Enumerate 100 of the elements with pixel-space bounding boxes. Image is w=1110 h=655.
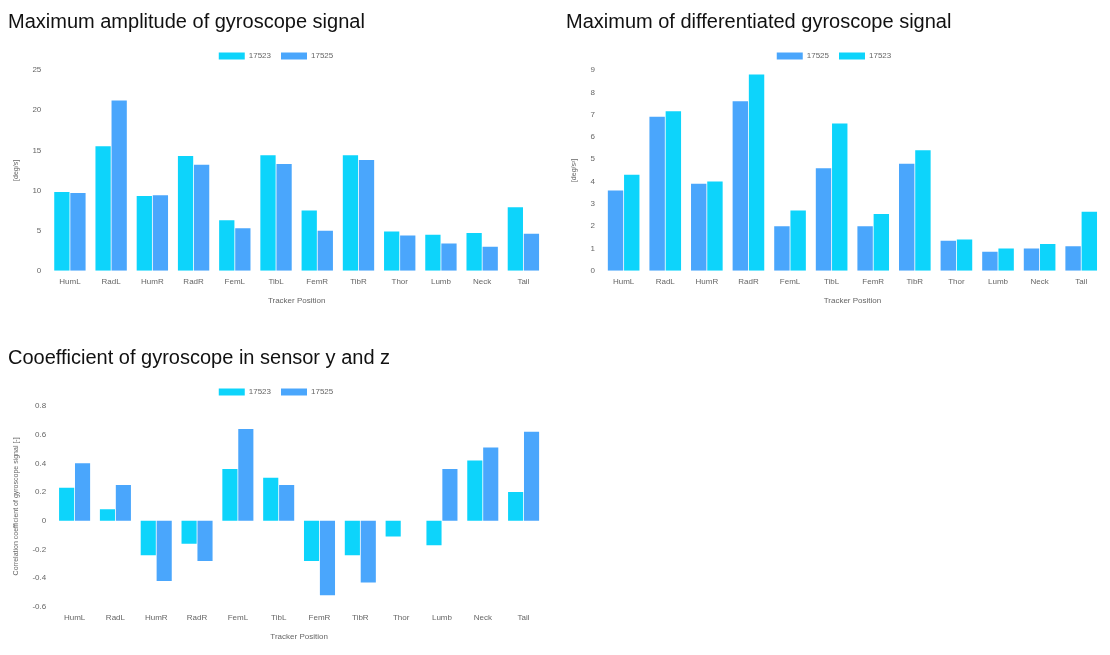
bar bbox=[344, 520, 360, 556]
y-tick-label: 15 bbox=[32, 145, 42, 155]
bar bbox=[482, 246, 498, 271]
bar bbox=[442, 469, 458, 521]
x-tick-label: HumR bbox=[144, 612, 168, 622]
bar bbox=[691, 183, 707, 271]
bar bbox=[177, 155, 194, 271]
bar bbox=[426, 520, 442, 546]
x-tick-label: RadR bbox=[183, 276, 205, 286]
y-tick-label: -0.6 bbox=[32, 602, 47, 611]
x-tick-label: FemL bbox=[227, 612, 249, 622]
bar bbox=[982, 251, 998, 271]
x-axis-title: Tracker Position bbox=[270, 632, 328, 642]
y-tick-label: 9 bbox=[590, 65, 596, 75]
bar bbox=[95, 146, 111, 271]
bar bbox=[832, 123, 848, 271]
legend-label: 17525 bbox=[311, 51, 334, 61]
bar bbox=[873, 213, 890, 271]
bar bbox=[523, 233, 540, 271]
bar bbox=[467, 460, 483, 521]
y-tick-label: 5 bbox=[36, 225, 42, 235]
y-tick-label: 0 bbox=[590, 266, 596, 275]
bar bbox=[260, 155, 276, 271]
x-tick-label: FemL bbox=[224, 276, 246, 286]
x-tick-label: TibL bbox=[271, 612, 287, 622]
bar bbox=[956, 239, 973, 271]
bar bbox=[425, 234, 441, 271]
x-tick-label: Tail bbox=[517, 612, 530, 622]
bar bbox=[1065, 246, 1081, 271]
x-tick-label: FemL bbox=[779, 276, 801, 286]
bar bbox=[523, 431, 540, 521]
x-tick-label: HumR bbox=[695, 276, 719, 286]
chart-title: Maximum of differentiated gyroscope signal bbox=[566, 9, 953, 34]
y-tick-label: 0.6 bbox=[35, 429, 47, 439]
y-tick-label: -0.2 bbox=[32, 544, 47, 554]
bar bbox=[790, 210, 806, 271]
bar bbox=[181, 520, 197, 544]
y-tick-label: -0.4 bbox=[32, 573, 47, 583]
x-tick-label: RadL bbox=[655, 276, 676, 286]
bar bbox=[99, 509, 116, 521]
x-tick-label: TibR bbox=[350, 276, 368, 286]
y-tick-label: 4 bbox=[590, 176, 596, 186]
x-tick-label: FemR bbox=[862, 276, 885, 286]
bar bbox=[197, 520, 213, 561]
x-tick-label: RadR bbox=[186, 612, 208, 622]
bar bbox=[732, 101, 749, 271]
bar bbox=[156, 520, 172, 581]
bar bbox=[665, 111, 682, 271]
bar bbox=[466, 233, 482, 271]
x-tick-label: TibL bbox=[823, 276, 840, 286]
x-tick-label: RadR bbox=[738, 276, 759, 286]
bar bbox=[303, 520, 320, 561]
x-tick-label: HumL bbox=[612, 276, 635, 286]
x-tick-label: Lumb bbox=[988, 276, 1009, 286]
bar bbox=[301, 210, 317, 271]
x-tick-label: RadL bbox=[101, 276, 122, 286]
bar bbox=[483, 447, 499, 521]
bar bbox=[400, 235, 416, 271]
x-tick-label: RadL bbox=[105, 612, 126, 622]
y-tick-label: 10 bbox=[32, 185, 42, 195]
y-tick-label: 1 bbox=[590, 243, 596, 253]
bar bbox=[263, 477, 279, 521]
y-tick-label: 20 bbox=[32, 105, 42, 115]
y-tick-label: 6 bbox=[590, 132, 596, 142]
y-tick-label: 7 bbox=[590, 109, 596, 119]
bar bbox=[115, 484, 131, 521]
x-tick-label: TibR bbox=[906, 276, 924, 286]
bar bbox=[358, 159, 375, 271]
bar bbox=[385, 520, 401, 537]
x-tick-label: Tail bbox=[1075, 276, 1088, 286]
legend-label: 17525 bbox=[806, 51, 830, 61]
legend-label: 17523 bbox=[248, 387, 272, 397]
x-tick-label: HumR bbox=[141, 276, 164, 286]
bar bbox=[136, 196, 152, 271]
bar bbox=[279, 484, 295, 521]
bar bbox=[140, 520, 156, 556]
bar bbox=[276, 163, 292, 271]
bar bbox=[649, 116, 665, 271]
bar bbox=[508, 492, 524, 521]
bar bbox=[317, 230, 333, 271]
bar bbox=[915, 150, 931, 271]
x-axis-title: Tracker Position bbox=[267, 296, 326, 306]
x-tick-label: Neck bbox=[473, 612, 493, 622]
bar bbox=[342, 155, 359, 271]
x-tick-label: Neck bbox=[1030, 276, 1050, 286]
bar bbox=[998, 248, 1014, 271]
y-tick-label: 0.2 bbox=[35, 487, 47, 497]
x-tick-label: Lumb bbox=[431, 612, 453, 622]
x-tick-label: Neck bbox=[473, 276, 493, 286]
x-tick-label: Lumb bbox=[430, 276, 452, 286]
y-tick-label: 25 bbox=[32, 65, 42, 75]
bar bbox=[360, 520, 376, 583]
legend-label: 17525 bbox=[311, 387, 334, 397]
bar bbox=[219, 220, 235, 271]
x-tick-label: Thor bbox=[392, 612, 410, 622]
legend-label: 17523 bbox=[869, 51, 892, 61]
y-tick-label: 0.4 bbox=[35, 458, 47, 468]
x-tick-label: FemR bbox=[306, 276, 329, 286]
bar bbox=[384, 231, 400, 271]
x-tick-label: TibR bbox=[352, 612, 369, 622]
